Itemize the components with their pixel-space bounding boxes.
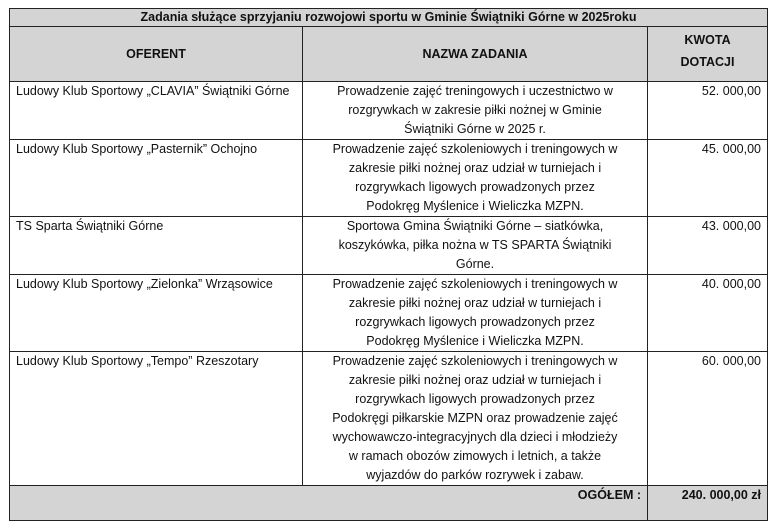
oferent-cell: TS Sparta Świątniki Górne (9, 216, 303, 275)
total-row: OGÓŁEM : 240. 000,00 zł (9, 485, 768, 521)
kwota-cell: 43. 000,00 (647, 216, 768, 275)
total-label: OGÓŁEM : (9, 485, 648, 521)
zadanie-cell: Prowadzenie zajęć szkoleniowych i trenin… (302, 274, 648, 352)
total-value: 240. 000,00 zł (647, 485, 768, 521)
table-row: Ludowy Klub Sportowy „Tempo” Rzeszotary … (9, 351, 768, 486)
zadanie-cell: Prowadzenie zajęć treningowych i uczestn… (302, 81, 648, 140)
header-zadanie: NAZWA ZADANIA (302, 26, 648, 82)
table-row: TS Sparta Świątniki Górne Sportowa Gmina… (9, 216, 768, 275)
kwota-cell: 40. 000,00 (647, 274, 768, 352)
grants-table: Zadania służące sprzyjaniu rozwojowi spo… (9, 8, 768, 521)
zadanie-cell: Sportowa Gmina Świątniki Górne – siatków… (302, 216, 648, 275)
table-row: Ludowy Klub Sportowy „Zielonka” Wrząsowi… (9, 274, 768, 352)
zadanie-cell: Prowadzenie zajęć szkoleniowych i trenin… (302, 351, 648, 486)
oferent-cell: Ludowy Klub Sportowy „Zielonka” Wrząsowi… (9, 274, 303, 352)
zadanie-cell: Prowadzenie zajęć szkoleniowych i trenin… (302, 139, 648, 217)
kwota-cell: 52. 000,00 (647, 81, 768, 140)
oferent-cell: Ludowy Klub Sportowy „Pasternik” Ochojno (9, 139, 303, 217)
table-title: Zadania służące sprzyjaniu rozwojowi spo… (9, 8, 768, 27)
header-oferent: OFERENT (9, 26, 303, 82)
table-row: Ludowy Klub Sportowy „CLAVIA” Świątniki … (9, 81, 768, 140)
oferent-cell: Ludowy Klub Sportowy „CLAVIA” Świątniki … (9, 81, 303, 140)
oferent-cell: Ludowy Klub Sportowy „Tempo” Rzeszotary (9, 351, 303, 486)
header-kwota-line1: KWOTA (684, 33, 731, 47)
kwota-cell: 45. 000,00 (647, 139, 768, 217)
kwota-cell: 60. 000,00 (647, 351, 768, 486)
header-kwota-line2: DOTACJI (680, 55, 735, 69)
table-row: Ludowy Klub Sportowy „Pasternik” Ochojno… (9, 139, 768, 217)
header-kwota: KWOTA DOTACJI (647, 26, 768, 82)
